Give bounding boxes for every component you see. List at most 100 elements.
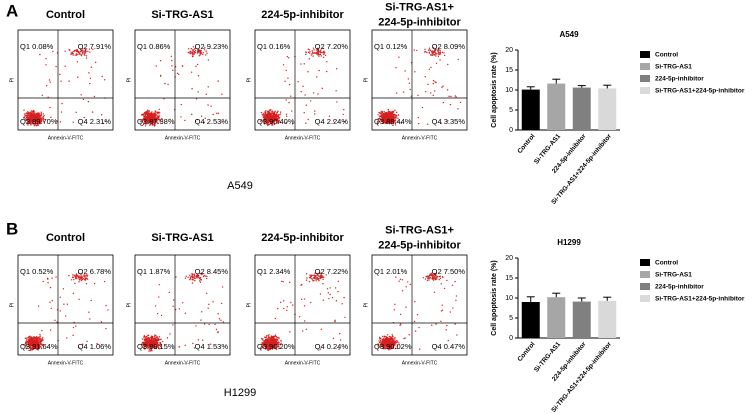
event-dot — [339, 332, 341, 335]
event-dot — [426, 275, 429, 277]
event-dot — [39, 121, 41, 123]
event-dot — [26, 115, 29, 118]
event-dot — [150, 113, 152, 116]
event-dot — [430, 54, 432, 57]
quadrant-label: Q2 8.45% — [195, 267, 229, 276]
event-dot — [318, 277, 320, 280]
event-dot — [185, 275, 187, 278]
event-dot — [143, 115, 145, 118]
legend-label: Control — [655, 52, 678, 59]
quadrant-label: Q3 91.64% — [20, 342, 58, 351]
event-dot — [287, 77, 289, 79]
event-dot — [425, 91, 427, 93]
event-dot — [36, 124, 38, 127]
event-dot — [191, 274, 194, 276]
event-dot — [155, 339, 158, 341]
event-dot — [305, 104, 308, 106]
event-dot — [270, 115, 272, 117]
event-dot — [322, 47, 324, 50]
event-dot — [279, 111, 282, 113]
event-dot — [149, 124, 151, 126]
event-dot — [202, 339, 204, 341]
event-dot — [184, 277, 187, 279]
event-dot — [442, 101, 445, 104]
event-dot — [327, 292, 330, 294]
event-dot — [49, 329, 52, 331]
event-dot — [315, 280, 317, 282]
event-dot — [446, 89, 449, 91]
event-dot — [101, 75, 103, 78]
event-dot — [172, 69, 174, 72]
y-axis-title: Cell apoptosis rate (%) — [491, 260, 498, 335]
event-dot — [42, 280, 44, 283]
event-dot — [451, 284, 454, 286]
event-dot — [305, 273, 308, 275]
event-dot — [47, 96, 49, 98]
event-dot — [37, 123, 39, 126]
event-dot — [407, 281, 409, 283]
legend-label: Si-TRG-AS1 — [655, 64, 692, 71]
event-dot — [221, 93, 223, 95]
event-dot — [172, 324, 174, 326]
event-dot — [390, 111, 393, 114]
event-dot — [202, 53, 204, 56]
event-dot — [64, 50, 66, 52]
event-dot — [319, 293, 322, 295]
event-dot — [42, 337, 44, 339]
event-dot — [319, 277, 322, 279]
event-dot — [189, 274, 191, 276]
event-dot — [205, 277, 208, 280]
plot-frame — [134, 29, 231, 131]
event-dot — [190, 47, 193, 50]
event-dot — [212, 113, 214, 116]
y-axis-label: PI — [9, 303, 15, 308]
event-dot — [310, 275, 313, 277]
event-dot — [76, 61, 79, 63]
quadrant-label: Q2 7.22% — [315, 267, 349, 276]
event-dot — [36, 116, 38, 118]
event-dot — [170, 55, 172, 58]
event-dot — [39, 333, 41, 336]
event-dot — [334, 287, 337, 289]
event-dot — [80, 54, 83, 57]
event-dot — [312, 55, 314, 57]
event-dot — [381, 335, 384, 338]
event-dot — [446, 324, 448, 327]
event-dot — [68, 274, 70, 277]
event-dot — [168, 291, 171, 294]
event-dot — [146, 109, 149, 111]
event-dot — [30, 122, 32, 125]
event-dot — [154, 119, 156, 121]
event-dot — [300, 90, 302, 93]
event-dot — [274, 118, 277, 120]
event-dot — [421, 106, 424, 109]
event-dot — [276, 338, 279, 341]
event-dot — [303, 63, 305, 65]
plot-title: Si-TRG-AS1+ — [385, 1, 454, 13]
event-dot — [152, 118, 155, 121]
event-dot — [457, 108, 459, 110]
event-dot — [32, 112, 34, 115]
event-dot — [334, 320, 336, 323]
event-dot — [184, 312, 187, 314]
event-dot — [158, 283, 160, 286]
event-dot — [144, 114, 147, 117]
plot-frame — [254, 29, 351, 131]
event-dot — [303, 111, 305, 114]
event-dot — [279, 121, 282, 124]
event-dot — [317, 49, 319, 51]
event-dot — [384, 113, 386, 115]
plot-frame — [371, 29, 468, 131]
event-dot — [288, 83, 291, 86]
event-dot — [316, 276, 318, 279]
event-dot — [156, 312, 159, 315]
event-dot — [270, 119, 273, 121]
event-dot — [155, 120, 158, 122]
event-dot — [260, 337, 263, 340]
event-dot — [46, 277, 49, 279]
event-dot — [457, 58, 459, 61]
event-dot — [431, 50, 433, 53]
event-dot — [271, 338, 274, 340]
event-dot — [66, 337, 68, 339]
